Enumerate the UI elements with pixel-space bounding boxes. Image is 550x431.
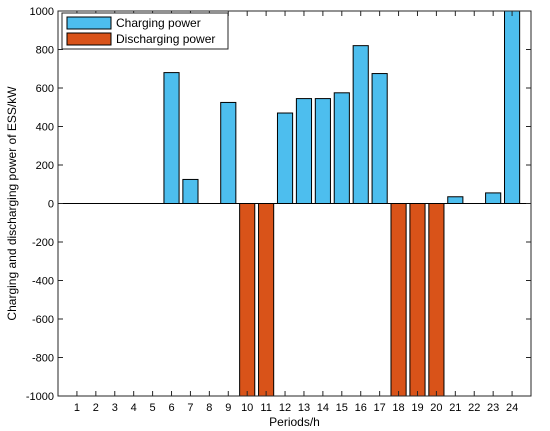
x-tick-label: 21 — [449, 402, 461, 414]
charging-bar-16 — [352, 45, 369, 205]
y-tick-label: 400 — [36, 122, 54, 134]
charging-bar-14 — [314, 98, 331, 204]
x-tick-label: 19 — [411, 402, 423, 414]
x-tick-label: 2 — [93, 402, 99, 414]
charging-bar-13 — [295, 98, 313, 204]
charging-bar-6 — [163, 72, 180, 204]
charging-bar-24 — [504, 10, 521, 204]
charging-bar-23 — [485, 192, 502, 205]
bars — [163, 10, 521, 397]
legend-label-discharging: Discharging power — [116, 32, 215, 46]
x-tick-label: 22 — [468, 402, 480, 414]
y-tick-label: -400 — [32, 276, 54, 288]
y-tick-label: 0 — [48, 199, 54, 211]
charging-bar-17 — [371, 73, 388, 204]
y-tick-label: -1000 — [26, 391, 54, 403]
legend-label-charging: Charging power — [116, 16, 201, 30]
x-tick-label: 24 — [506, 402, 518, 414]
x-tick-label: 23 — [487, 402, 499, 414]
x-tick-label: 10 — [241, 402, 253, 414]
x-tick-label: 12 — [279, 402, 291, 414]
legend: Charging power Discharging power — [61, 12, 229, 50]
discharging-bar-10 — [239, 203, 256, 397]
discharging-bar-20 — [428, 203, 445, 397]
x-tick-label: 9 — [225, 402, 231, 414]
plot-area: -1000 -800 -600 -400 -200 0 200 400 600 800 1000 1… — [26, 6, 532, 414]
discharging-bar-11 — [258, 203, 275, 397]
y-tick-label: 600 — [36, 83, 54, 95]
charging-bar-9 — [220, 101, 237, 204]
charging-bar-21 — [447, 196, 464, 204]
y-tick-label: 800 — [36, 45, 54, 57]
x-tick-label: 4 — [131, 402, 137, 414]
y-tick-label: -200 — [32, 237, 54, 249]
x-tick-label: 18 — [392, 402, 404, 414]
x-tick-label: 15 — [336, 402, 348, 414]
x-axis: 1 2 3 4 5 6 7 8 9 10 11 12 13 14 15 16 17 18 19 20 21 22 23 24 — [74, 11, 518, 414]
x-tick-label: 17 — [374, 402, 386, 414]
discharging-bar-19 — [409, 203, 426, 397]
y-tick-label: 1000 — [30, 6, 54, 18]
x-tick-label: 14 — [317, 402, 329, 414]
x-tick-label: 13 — [298, 402, 310, 414]
x-axis-title: Periods/h — [269, 415, 320, 429]
legend-swatch-charging — [66, 16, 112, 30]
y-axis: -1000 -800 -600 -400 -200 0 200 400 600 800 1000 — [26, 6, 531, 403]
x-tick-label: 7 — [187, 402, 193, 414]
x-tick-label: 5 — [150, 402, 156, 414]
legend-swatch-discharging — [66, 32, 112, 46]
charging-bar-7 — [182, 178, 199, 205]
x-tick-label: 1 — [74, 402, 80, 414]
x-tick-label: 11 — [260, 402, 271, 414]
y-tick-label: -600 — [32, 314, 54, 326]
x-tick-label: 6 — [168, 402, 174, 414]
y-tick-label: 200 — [36, 160, 54, 172]
x-tick-label: 20 — [430, 402, 442, 414]
charging-bar-12 — [276, 112, 294, 204]
y-tick-label: -800 — [32, 353, 54, 365]
y-axis-title: Charging and discharging power of ESS/kW — [5, 86, 19, 321]
x-tick-label: 16 — [355, 402, 367, 414]
discharging-bar-18 — [390, 203, 407, 397]
x-tick-label: 8 — [206, 402, 212, 414]
x-tick-label: 3 — [112, 402, 118, 414]
charging-bar-15 — [333, 92, 350, 204]
